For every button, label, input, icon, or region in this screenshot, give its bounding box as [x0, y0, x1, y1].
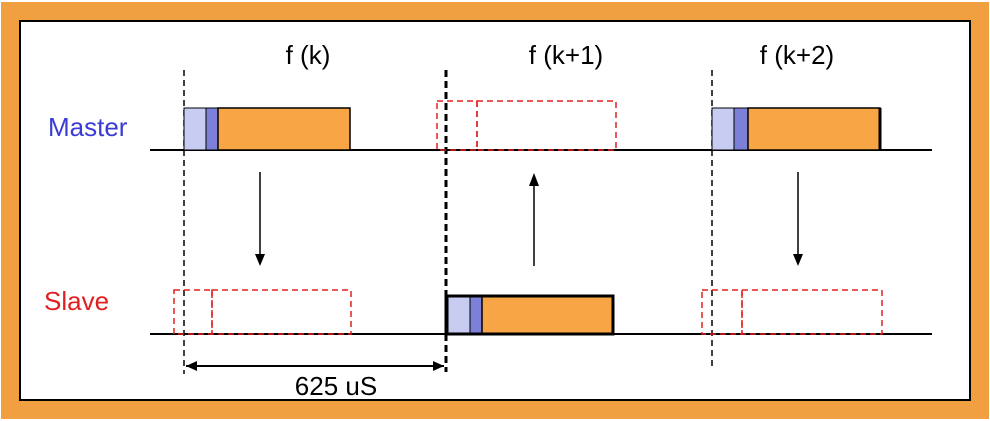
master-label: Master: [48, 112, 128, 142]
frame-label-k-plus-1: f (k+1): [529, 40, 603, 70]
arrow-up-icon: [529, 173, 539, 266]
inner-border: [19, 20, 971, 401]
slave-label: Slave: [44, 286, 109, 316]
master-packet-k-plus-2: [711, 107, 882, 151]
master-packet-k: [183, 107, 351, 151]
frame-label-k: f (k): [286, 40, 331, 70]
arrow-down-icon: [255, 172, 265, 266]
frame-label-k-plus-2: f (k+2): [760, 40, 834, 70]
master-idle-slot-k-plus-1: [436, 100, 617, 151]
slave-idle-slot-k: [173, 289, 352, 335]
arrow-down-icon: [793, 172, 803, 266]
slave-packet-k-plus-1: [444, 294, 615, 336]
slave-idle-slot-k-plus-2: [701, 289, 883, 335]
duration-dimension: [186, 361, 444, 371]
duration-label: 625 uS: [295, 371, 377, 401]
